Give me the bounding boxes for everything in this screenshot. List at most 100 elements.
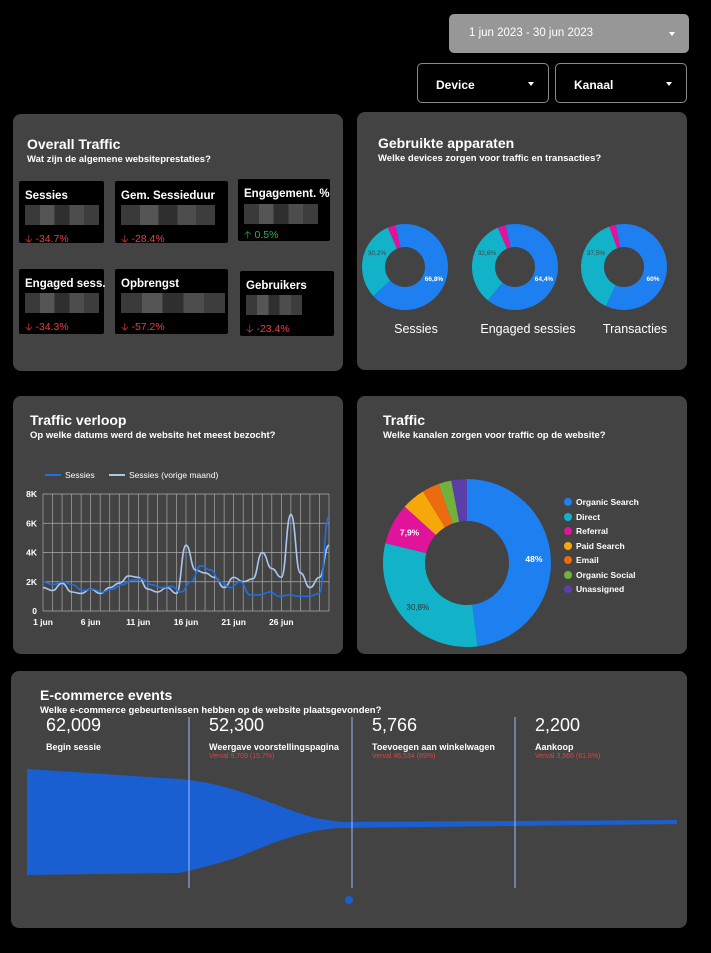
legend-item[interactable]: Referral: [564, 526, 608, 536]
channel-donut-chart: 48% 30,8% 7,9%: [383, 479, 551, 647]
traffic-verloop-panel: Traffic verloop Op welke datums werd de …: [13, 396, 343, 654]
ecommerce-funnel: [27, 717, 677, 904]
device-filter[interactable]: Device: [417, 63, 549, 103]
funnel-drop: Verval 9,709 (15.7%): [209, 753, 275, 760]
devices-panel: Gebruikte apparaten Welke devices zorgen…: [357, 112, 687, 370]
device-slice-tablet: [609, 224, 621, 249]
slice-label: 30,8%: [406, 603, 429, 612]
traffic-channels-panel: Traffic Welke kanalen zorgen voor traffi…: [357, 396, 687, 654]
y-tick-label: 6K: [26, 518, 38, 528]
funnel-drop: Verval 3,566 (61.8%): [535, 753, 601, 760]
legend-label: Paid Search: [576, 540, 625, 551]
kpi-value-redacted: [25, 205, 99, 225]
slice-label: 32,6%: [478, 250, 497, 257]
legend-item[interactable]: Email: [564, 555, 599, 565]
legend-label: Sessies (vorige maand): [129, 470, 218, 480]
kpi-value-redacted: [25, 293, 99, 313]
channel-slice-paid-search: [404, 491, 445, 535]
legend-item[interactable]: Organic Search: [564, 497, 639, 507]
kpi-value-redacted: [244, 204, 318, 224]
kpi-delta: 🡣 -57.2%: [121, 321, 165, 333]
funnel-value: 2,200: [535, 715, 581, 735]
donut-label-transacties: Transacties: [602, 322, 668, 336]
legend-label: Organic Social: [576, 569, 636, 580]
device-slice-desktop: [605, 224, 667, 310]
funnel-step-begin-sessie: 62,009 Begin sessie: [46, 715, 101, 752]
overall-traffic-panel: Overall Traffic Wat zijn de algemene web…: [13, 114, 343, 371]
chevron-down-icon: [669, 32, 675, 36]
legend-label: Unassigned: [576, 584, 625, 594]
funnel-name: Weergave voorstellingspagina: [209, 742, 339, 752]
kpi-gem-sessieduur: Gem. Sessieduur 🡣 -28.4%: [115, 181, 228, 245]
kpi-value-redacted: [121, 205, 215, 225]
kpi-label: Sessies: [25, 190, 68, 202]
kpi-engagement: Engagement. % 🡡 0.5%: [238, 179, 330, 241]
panel-subtitle: Welke devices zorgen voor traffic en tra…: [378, 153, 602, 164]
panel-title: E-commerce events: [40, 687, 173, 703]
series-line: [42, 515, 330, 598]
x-tick-label: 1 jun: [33, 617, 53, 627]
x-tick-label: 6 jun: [81, 617, 101, 627]
legend-dot: [564, 541, 572, 550]
x-tick-label: 11 jun: [126, 617, 150, 627]
legend-dot: [564, 527, 572, 535]
donut-label-sessies: Sessies: [394, 322, 438, 336]
y-tick-label: 0: [32, 606, 37, 616]
funnel-value: 52,300: [209, 715, 265, 735]
kpi-delta: 🡣 -28.4%: [121, 233, 165, 245]
slice-label: 37,5%: [587, 250, 606, 257]
date-range-picker[interactable]: 1 jun 2023 - 30 jun 2023: [449, 14, 689, 53]
legend-item[interactable]: Organic Social: [564, 570, 636, 580]
x-tick-label: 26 jun: [269, 617, 294, 627]
device-slice-mobile: [362, 227, 397, 296]
panel-title: Overall Traffic: [27, 136, 121, 152]
kpi-delta: 🡣 -23.4%: [246, 323, 290, 335]
channel-slice-email: [422, 483, 453, 528]
kanaal-filter[interactable]: Kanaal: [555, 63, 687, 103]
device-slice-tablet: [387, 225, 401, 249]
slice-label: 60%: [646, 276, 659, 283]
y-tick-label: 8K: [26, 489, 38, 499]
kpi-value-redacted: [246, 295, 302, 315]
legend-label: Email: [576, 555, 599, 565]
legend-dot: [564, 570, 572, 579]
kpi-sessies: Sessies 🡣 -34.7%: [19, 181, 104, 245]
funnel-name: Toevoegen aan winkelwagen: [372, 742, 495, 752]
channel-slice-organic-social: [438, 480, 460, 524]
kpi-gebruikers: Gebruikers 🡣 -23.4%: [240, 271, 334, 336]
y-tick-label: 2K: [26, 577, 38, 587]
kpi-value-redacted: [121, 293, 225, 313]
kpi-opbrengst: Opbrengst 🡣 -57.2%: [115, 269, 228, 334]
legend-dot: [564, 512, 572, 521]
kanaal-filter-label: Kanaal: [574, 78, 614, 92]
panel-subtitle: Welke kanalen zorgen voor traffic op de …: [383, 430, 606, 441]
slice-label: 66,8%: [425, 276, 444, 283]
legend-item[interactable]: Paid Search: [564, 541, 625, 551]
page-indicator-dot: [345, 896, 353, 904]
legend-label: Sessies: [65, 470, 95, 480]
panel-subtitle: Welke e-commerce gebeurtenissen hebben o…: [40, 705, 382, 716]
device-slice-desktop: [487, 224, 558, 310]
slice-label: 64,4%: [535, 276, 554, 283]
funnel-value: 62,009: [46, 715, 102, 735]
device-slice-mobile: [581, 226, 618, 306]
x-tick-label: 21 jun: [221, 617, 246, 627]
legend-item[interactable]: Unassigned: [564, 584, 624, 594]
kpi-engaged-sess: Engaged sess. 🡣 -34.3%: [19, 269, 106, 334]
x-tick-label: 16 jun: [174, 617, 199, 627]
kpi-label: Gebruikers: [246, 280, 307, 292]
funnel-step-weergave: 52,300 Weergave voorstellingspagina Verv…: [209, 715, 339, 760]
y-tick-label: 4K: [26, 548, 38, 558]
legend-item[interactable]: Direct: [564, 512, 600, 522]
slice-label: 48%: [525, 554, 542, 564]
legend-label: Direct: [576, 511, 601, 522]
slice-label: 30,2%: [368, 250, 387, 257]
funnel-step-winkelwagen: 5,766 Toevoegen aan winkelwagen Verval 4…: [372, 715, 495, 760]
kpi-label: Gem. Sessieduur: [121, 190, 215, 202]
legend-dot: [564, 498, 572, 506]
funnel-name: Begin sessie: [46, 742, 102, 752]
chevron-down-icon: [666, 82, 672, 86]
channel-slice-unassigned: [451, 479, 467, 522]
panel-title: Gebruikte apparaten: [378, 135, 515, 151]
kpi-label: Engaged sess.: [25, 278, 106, 290]
